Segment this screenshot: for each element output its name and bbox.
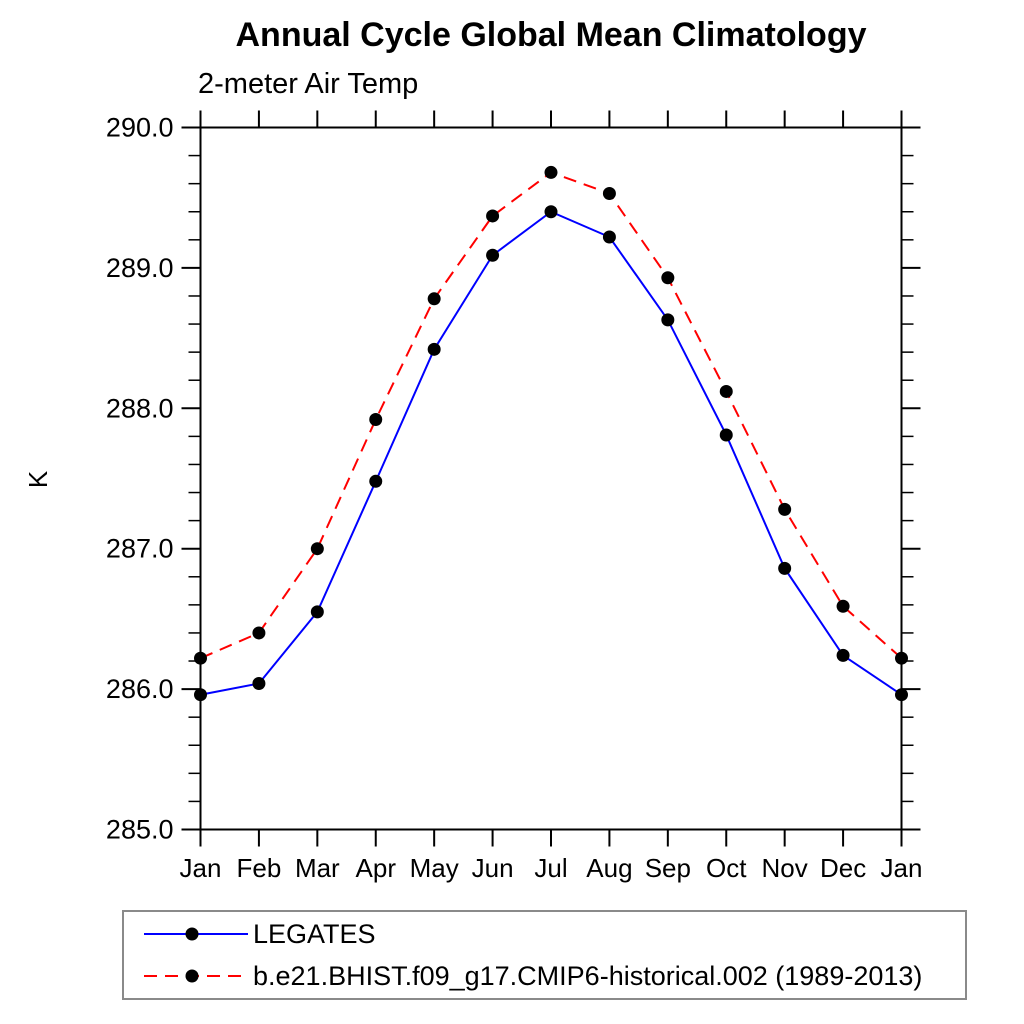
legend-item-model: b.e21.BHIST.f09_g17.CMIP6-historical.002… xyxy=(142,956,965,996)
y-axis-ticks: 290.0 289.0 288.0 287.0 286.0 285.0 xyxy=(106,113,921,845)
data-point xyxy=(486,209,500,223)
data-point xyxy=(544,165,558,179)
plot-frame xyxy=(199,126,903,831)
data-point xyxy=(895,651,908,665)
data-point xyxy=(252,626,266,640)
series-model xyxy=(194,165,908,665)
legend-box: LEGATES b.e21.BHIST.f09_g17.CMIP6-histor… xyxy=(122,910,967,1000)
data-point xyxy=(427,342,441,356)
chart-title: Annual Cycle Global Mean Climatology xyxy=(235,16,867,54)
x-tick-label: Jun xyxy=(472,853,514,883)
data-point xyxy=(836,648,850,662)
chart-subtitle: 2-meter Air Temp xyxy=(198,68,419,100)
legend-label-model: b.e21.BHIST.f09_g17.CMIP6-historical.002… xyxy=(253,960,923,991)
x-tick-label: Jan xyxy=(180,853,222,883)
y-tick-label: 289.0 xyxy=(106,253,174,283)
x-tick-label: May xyxy=(410,853,459,883)
data-point xyxy=(310,605,324,619)
data-point xyxy=(252,676,266,690)
data-point xyxy=(661,313,675,327)
legend-item-legates: LEGATES xyxy=(142,914,965,954)
data-point xyxy=(427,292,441,306)
x-tick-label: Aug xyxy=(586,853,632,883)
legend-line-sample-solid-icon xyxy=(144,927,248,941)
y-tick-label: 290.0 xyxy=(106,113,174,143)
y-tick-label: 287.0 xyxy=(106,534,174,564)
data-point xyxy=(719,384,733,398)
x-tick-label: Dec xyxy=(820,853,866,883)
x-tick-label: Mar xyxy=(295,853,340,883)
series-legates xyxy=(194,205,908,702)
legend-line-sample-dashed-icon xyxy=(144,969,248,983)
data-point xyxy=(719,428,733,442)
data-point xyxy=(602,230,616,244)
series-line xyxy=(200,210,903,696)
data-point xyxy=(369,413,383,427)
x-tick-label: Jan xyxy=(881,853,923,883)
data-point xyxy=(486,248,500,262)
data-point xyxy=(661,271,675,285)
x-tick-label: Apr xyxy=(356,853,397,883)
y-tick-label: 288.0 xyxy=(106,393,174,423)
x-tick-label: Jul xyxy=(534,853,567,883)
data-point xyxy=(369,474,383,488)
data-point xyxy=(194,688,207,702)
data-point xyxy=(602,186,616,200)
y-tick-label: 285.0 xyxy=(106,815,174,845)
data-point xyxy=(310,542,324,556)
data-point xyxy=(194,651,207,665)
x-axis-ticks: Jan Feb Mar Apr May Jun Jul Aug Sep Oct Nov Dec Jan xyxy=(180,110,923,883)
data-point xyxy=(836,599,850,613)
legend-label-legates: LEGATES xyxy=(253,918,376,949)
y-tick-label: 286.0 xyxy=(106,674,174,704)
data-point xyxy=(778,502,792,516)
data-point xyxy=(544,205,558,219)
data-point xyxy=(778,561,792,575)
data-point xyxy=(895,688,908,702)
x-tick-label: Oct xyxy=(706,853,747,883)
x-tick-label: Feb xyxy=(237,853,282,883)
x-tick-label: Sep xyxy=(645,853,691,883)
x-tick-label: Nov xyxy=(762,853,808,883)
